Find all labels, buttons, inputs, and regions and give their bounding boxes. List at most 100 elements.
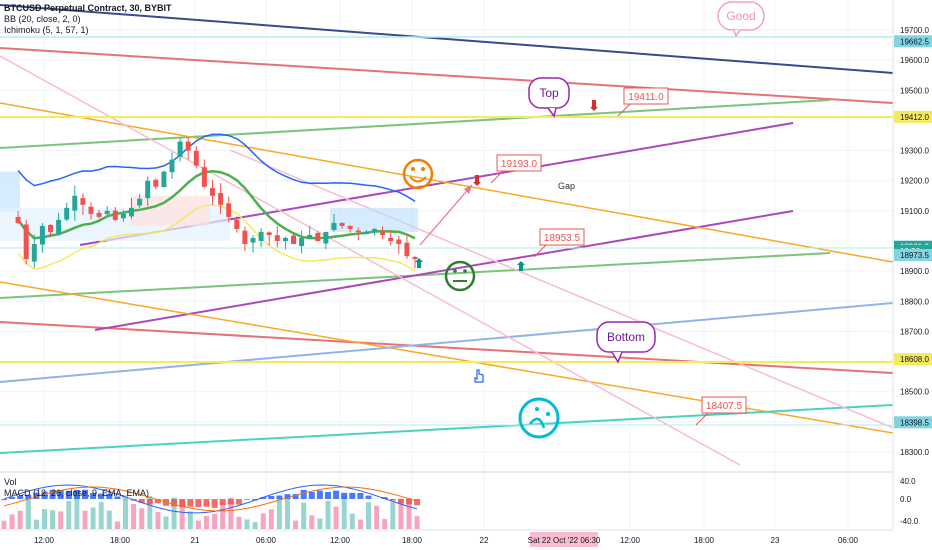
volume-bar-16 <box>131 504 137 529</box>
macd-lines <box>3 484 418 514</box>
price-label-0: 19662.5 <box>900 37 929 46</box>
time-tick-10: 06:00 <box>838 536 859 545</box>
volume-bar-27 <box>220 502 226 529</box>
macd-bar-33 <box>268 495 275 499</box>
legend-symbol: BTCUSD Perpetual Contract, 30, BYBIT <box>4 3 172 13</box>
macd-bar-37 <box>300 489 307 499</box>
time-tick-8: 18:00 <box>694 536 715 545</box>
volume-bar-44 <box>357 519 363 529</box>
volume-bar-26 <box>212 513 218 529</box>
time-tick-7: 12:00 <box>620 536 641 545</box>
time-tick-3: 06:00 <box>256 536 277 545</box>
price-tag-19193-text: 19193.0 <box>501 159 538 170</box>
macd-bar-49 <box>397 499 404 504</box>
trendline-red-bottom <box>0 321 894 374</box>
macd-bar-13 <box>106 493 113 499</box>
price-tick-6: 18900.0 <box>900 267 929 276</box>
candle-body-5 <box>48 224 53 232</box>
trend-lines <box>0 4 894 466</box>
time-tick-9: 23 <box>771 536 780 545</box>
candle-body-14 <box>120 213 126 219</box>
price-label-bg-6 <box>894 416 932 429</box>
lower-legend[interactable]: Vol MACD (12, 26, close, 9, EMA, EMA) <box>4 477 149 499</box>
macd-bar-1 <box>9 497 16 499</box>
callout-bottom-text: Bottom <box>607 330 645 344</box>
candle-body-21 <box>177 141 183 157</box>
macd-bar-24 <box>195 499 202 508</box>
volume-bar-7 <box>58 511 64 529</box>
trendline-pink-2 <box>229 149 894 429</box>
macd-bar-10 <box>82 489 88 499</box>
time-tick-1: 18:00 <box>110 536 131 545</box>
macd-bar-21 <box>171 499 178 507</box>
volume-bar-18 <box>147 496 153 529</box>
volume-bar-6 <box>50 510 56 529</box>
volume-bar-19 <box>155 512 161 529</box>
price-tag-19411[interactable]: 19411.0 <box>617 87 669 117</box>
volume-bar-17 <box>139 508 145 529</box>
volume-bar-39 <box>317 518 323 529</box>
macd-bar-17 <box>138 499 145 503</box>
macd-bar-44 <box>357 493 364 499</box>
candle-body-31 <box>258 231 264 241</box>
kumo-left <box>0 171 20 212</box>
price-tick-9: 18500.0 <box>900 388 929 397</box>
ichimoku-line <box>17 204 416 272</box>
volume-bar-36 <box>293 520 299 529</box>
trendline-blue <box>0 302 894 383</box>
volume-bar-23 <box>187 511 193 529</box>
grid <box>0 0 893 530</box>
chart-legend[interactable]: BTCUSD Perpetual Contract, 30, BYBIT BB … <box>4 3 172 36</box>
time-tick-4: 12:00 <box>330 536 351 545</box>
time-axis[interactable]: 12:00 18:00 21 06:00 12:00 18:00 22 12:00 18:00 2… <box>34 536 859 545</box>
candle-body-34 <box>282 237 288 242</box>
volume-bar-25 <box>204 515 209 529</box>
macd-bar-7 <box>57 490 64 499</box>
price-tag-19193[interactable]: 19193.0 <box>490 154 542 184</box>
price-tag-18407[interactable]: 18407.5 <box>695 396 747 426</box>
price-label-bg-0 <box>894 35 932 48</box>
price-tick-8: 18700.0 <box>900 327 929 336</box>
macd-bar-41 <box>333 490 340 499</box>
price-label-bg-5 <box>894 353 932 366</box>
macd-bar-40 <box>325 491 331 499</box>
volume-bar-15 <box>123 495 128 529</box>
macd-bar-36 <box>292 494 299 499</box>
candle-body-22 <box>185 141 191 151</box>
volume-bar-24 <box>195 520 201 529</box>
callout-top[interactable]: Top <box>528 77 570 118</box>
candle-body-3 <box>31 244 37 262</box>
candle-body-18 <box>153 179 159 187</box>
indicator-lines <box>17 133 416 272</box>
macd-bar-26 <box>211 499 218 508</box>
volume-bar-21 <box>171 497 177 529</box>
candle-body-29 <box>242 230 248 245</box>
volume-bar-13 <box>106 510 112 529</box>
macd-line <box>3 484 418 514</box>
macd-bar-9 <box>73 489 80 499</box>
volume-bar-37 <box>301 502 307 529</box>
candle-body-6 <box>56 219 62 234</box>
price-tick-5: 19100.0 <box>900 207 929 216</box>
price-tick-7: 18800.0 <box>900 297 929 306</box>
price-label-5: 18608.0 <box>900 355 929 364</box>
macd-axis: 40.0 0.0 -40.0 <box>900 477 919 526</box>
macd-bar-50 <box>406 499 412 505</box>
candle-body-15 <box>129 207 134 217</box>
time-tick-2: 21 <box>191 536 200 545</box>
callout-bottom[interactable]: Bottom <box>596 321 656 364</box>
volume-bar-1 <box>9 514 15 529</box>
volume-bar-41 <box>333 506 339 529</box>
macd-bar-30 <box>244 499 250 500</box>
legend-macd: MACD (12, 26, close, 9, EMA, EMA) <box>4 488 150 498</box>
trendline-pink-1 <box>0 55 741 466</box>
volume-bar-9 <box>74 495 80 529</box>
candle-body-39 <box>323 231 329 244</box>
callout-good[interactable]: Good <box>717 1 765 38</box>
volume-bar-20 <box>163 516 169 529</box>
volume-bar-3 <box>25 497 31 529</box>
price-tag-18953[interactable]: 18953.5 <box>533 228 585 258</box>
callout-top-text: Top <box>539 86 559 100</box>
volume-bar-31 <box>252 522 258 529</box>
